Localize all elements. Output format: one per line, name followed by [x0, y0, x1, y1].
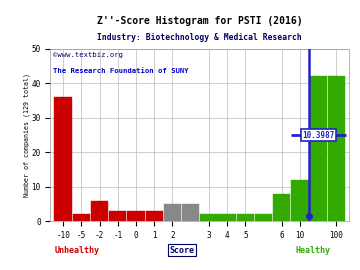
- Text: Healthy: Healthy: [296, 245, 331, 255]
- Bar: [310, 76, 327, 221]
- Text: Industry: Biotechnology & Medical Research: Industry: Biotechnology & Medical Resear…: [98, 33, 302, 42]
- Bar: [291, 180, 309, 221]
- Text: Z''-Score Histogram for PSTI (2016): Z''-Score Histogram for PSTI (2016): [97, 16, 303, 26]
- Bar: [127, 211, 145, 221]
- Bar: [164, 204, 181, 221]
- Bar: [255, 214, 272, 221]
- Text: 10.3987: 10.3987: [302, 130, 334, 140]
- Bar: [145, 211, 163, 221]
- Bar: [109, 211, 126, 221]
- Text: ©www.textbiz.org: ©www.textbiz.org: [53, 52, 123, 58]
- Bar: [273, 194, 291, 221]
- Bar: [219, 214, 236, 221]
- Bar: [237, 214, 254, 221]
- Bar: [200, 214, 217, 221]
- Bar: [91, 201, 108, 221]
- Text: Unhealthy: Unhealthy: [55, 245, 100, 255]
- Y-axis label: Number of companies (129 total): Number of companies (129 total): [23, 73, 30, 197]
- Text: Score: Score: [169, 245, 194, 255]
- Bar: [73, 214, 90, 221]
- Bar: [182, 204, 199, 221]
- Bar: [328, 76, 345, 221]
- Text: The Research Foundation of SUNY: The Research Foundation of SUNY: [53, 68, 189, 74]
- Bar: [54, 97, 72, 221]
